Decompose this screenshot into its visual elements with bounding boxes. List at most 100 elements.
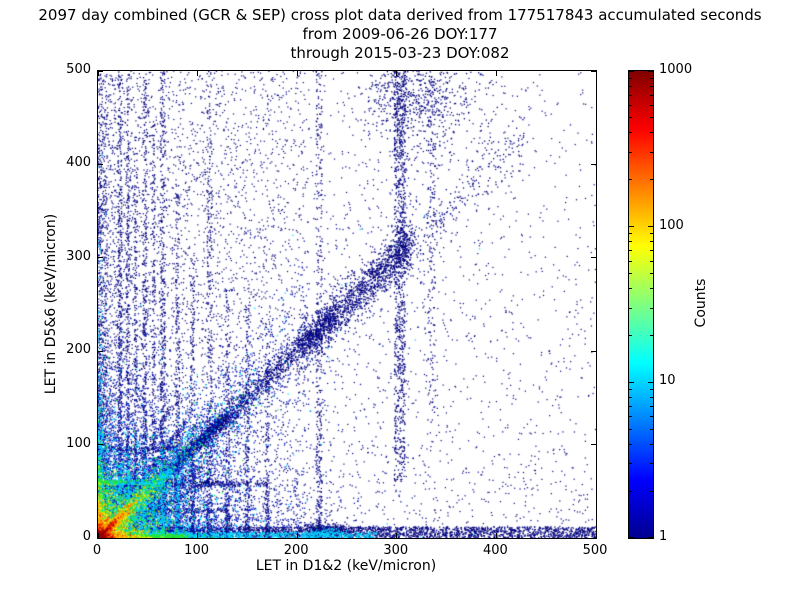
x-tick-mark bbox=[595, 533, 597, 538]
colorbar-minor-tick-mark bbox=[629, 233, 632, 235]
x-tick-mark bbox=[396, 533, 398, 538]
x-tick-label: 300 bbox=[383, 543, 409, 558]
colorbar-minor-tick-mark bbox=[650, 241, 653, 243]
colorbar bbox=[628, 70, 654, 539]
x-tick-mark bbox=[296, 533, 298, 538]
y-tick-label: 500 bbox=[66, 62, 91, 77]
colorbar-tick-mark bbox=[648, 71, 653, 72]
colorbar-minor-tick-mark bbox=[650, 85, 653, 87]
plot-area bbox=[97, 70, 597, 539]
colorbar-minor-tick-mark bbox=[629, 105, 632, 107]
colorbar-minor-tick-mark bbox=[650, 405, 653, 407]
y-tick-mark bbox=[98, 257, 103, 259]
colorbar-tick-label: 100 bbox=[659, 217, 684, 233]
colorbar-minor-tick-mark bbox=[629, 179, 632, 181]
chart-title-line2: from 2009-06-26 DOY:177 bbox=[302, 25, 498, 43]
colorbar-minor-tick-mark bbox=[650, 288, 653, 290]
colorbar-tick-mark bbox=[629, 226, 634, 228]
colorbar-gradient bbox=[629, 71, 653, 538]
y-tick-mark bbox=[591, 350, 596, 352]
colorbar-tick-mark bbox=[629, 537, 634, 538]
colorbar-minor-tick-mark bbox=[650, 260, 653, 262]
colorbar-minor-tick-mark bbox=[650, 77, 653, 79]
colorbar-minor-tick-mark bbox=[629, 443, 632, 445]
y-tick-mark bbox=[98, 444, 103, 446]
colorbar-minor-tick-mark bbox=[650, 307, 653, 309]
colorbar-minor-tick-mark bbox=[629, 250, 632, 252]
colorbar-minor-tick-mark bbox=[650, 463, 653, 465]
chart-title-line3: through 2015-03-23 DOY:082 bbox=[290, 44, 510, 62]
y-tick-mark bbox=[591, 163, 596, 165]
colorbar-minor-tick-mark bbox=[629, 428, 632, 430]
colorbar-minor-tick-mark bbox=[629, 396, 632, 398]
x-tick-label: 400 bbox=[482, 543, 508, 558]
x-tick-mark bbox=[396, 71, 398, 76]
x-tick-mark bbox=[197, 71, 199, 76]
colorbar-minor-tick-mark bbox=[629, 463, 632, 465]
colorbar-minor-tick-mark bbox=[629, 77, 632, 79]
colorbar-minor-tick-mark bbox=[650, 132, 653, 134]
y-tick-label: 300 bbox=[66, 248, 91, 264]
colorbar-minor-tick-mark bbox=[650, 416, 653, 418]
colorbar-minor-tick-mark bbox=[650, 428, 653, 430]
x-tick-label: 500 bbox=[582, 543, 608, 558]
colorbar-minor-tick-mark bbox=[650, 105, 653, 107]
colorbar-minor-tick-mark bbox=[629, 241, 632, 243]
colorbar-minor-tick-mark bbox=[629, 388, 632, 390]
x-tick-label: 100 bbox=[184, 543, 209, 558]
colorbar-tick-mark bbox=[648, 226, 653, 228]
colorbar-tick-mark bbox=[648, 381, 653, 383]
colorbar-minor-tick-mark bbox=[650, 396, 653, 398]
x-tick-label: 200 bbox=[283, 543, 309, 558]
y-tick-mark bbox=[98, 163, 103, 165]
colorbar-minor-tick-mark bbox=[629, 151, 632, 153]
chart-title-line1: 2097 day combined (GCR & SEP) cross plot… bbox=[38, 6, 762, 24]
colorbar-tick-mark bbox=[648, 537, 653, 538]
colorbar-minor-tick-mark bbox=[650, 273, 653, 275]
colorbar-tick-label: 1 bbox=[659, 529, 668, 544]
y-tick-mark bbox=[98, 537, 103, 539]
colorbar-minor-tick-mark bbox=[629, 132, 632, 134]
colorbar-minor-tick-mark bbox=[650, 179, 653, 181]
colorbar-minor-tick-mark bbox=[629, 117, 632, 119]
colorbar-minor-tick-mark bbox=[629, 94, 632, 96]
x-tick-mark bbox=[595, 71, 597, 76]
x-tick-label: 0 bbox=[92, 543, 102, 558]
x-tick-mark bbox=[495, 71, 497, 76]
colorbar-label: Counts bbox=[693, 278, 709, 328]
colorbar-minor-tick-mark bbox=[629, 273, 632, 275]
y-axis-label: LET in D5&6 (keV/micron) bbox=[43, 213, 59, 395]
x-tick-mark bbox=[296, 71, 298, 76]
y-tick-label: 200 bbox=[66, 342, 91, 358]
x-tick-mark bbox=[97, 71, 99, 76]
colorbar-minor-tick-mark bbox=[650, 250, 653, 252]
chart-title: 2097 day combined (GCR & SEP) cross plot… bbox=[0, 6, 800, 63]
colorbar-tick-mark bbox=[629, 381, 634, 383]
y-tick-label: 0 bbox=[82, 529, 91, 544]
colorbar-minor-tick-mark bbox=[650, 443, 653, 445]
colorbar-minor-tick-mark bbox=[650, 233, 653, 235]
y-tick-mark bbox=[591, 70, 596, 72]
x-tick-mark bbox=[495, 533, 497, 538]
y-tick-mark bbox=[591, 257, 596, 259]
y-tick-label: 100 bbox=[66, 435, 91, 451]
colorbar-minor-tick-mark bbox=[629, 490, 632, 492]
x-tick-mark bbox=[197, 533, 199, 538]
x-axis-label: LET in D1&2 (keV/micron) bbox=[255, 558, 437, 574]
x-tick-mark bbox=[97, 533, 99, 538]
colorbar-minor-tick-mark bbox=[629, 307, 632, 309]
y-tick-label: 400 bbox=[66, 155, 91, 171]
plot-canvas bbox=[98, 71, 596, 538]
colorbar-minor-tick-mark bbox=[629, 334, 632, 336]
colorbar-minor-tick-mark bbox=[650, 334, 653, 336]
y-tick-mark bbox=[591, 537, 596, 539]
colorbar-minor-tick-mark bbox=[629, 260, 632, 262]
colorbar-tick-label: 10 bbox=[659, 373, 676, 389]
colorbar-minor-tick-mark bbox=[629, 416, 632, 418]
colorbar-minor-tick-mark bbox=[629, 85, 632, 87]
colorbar-minor-tick-mark bbox=[629, 405, 632, 407]
colorbar-minor-tick-mark bbox=[650, 490, 653, 492]
y-tick-mark bbox=[98, 70, 103, 72]
colorbar-minor-tick-mark bbox=[650, 151, 653, 153]
